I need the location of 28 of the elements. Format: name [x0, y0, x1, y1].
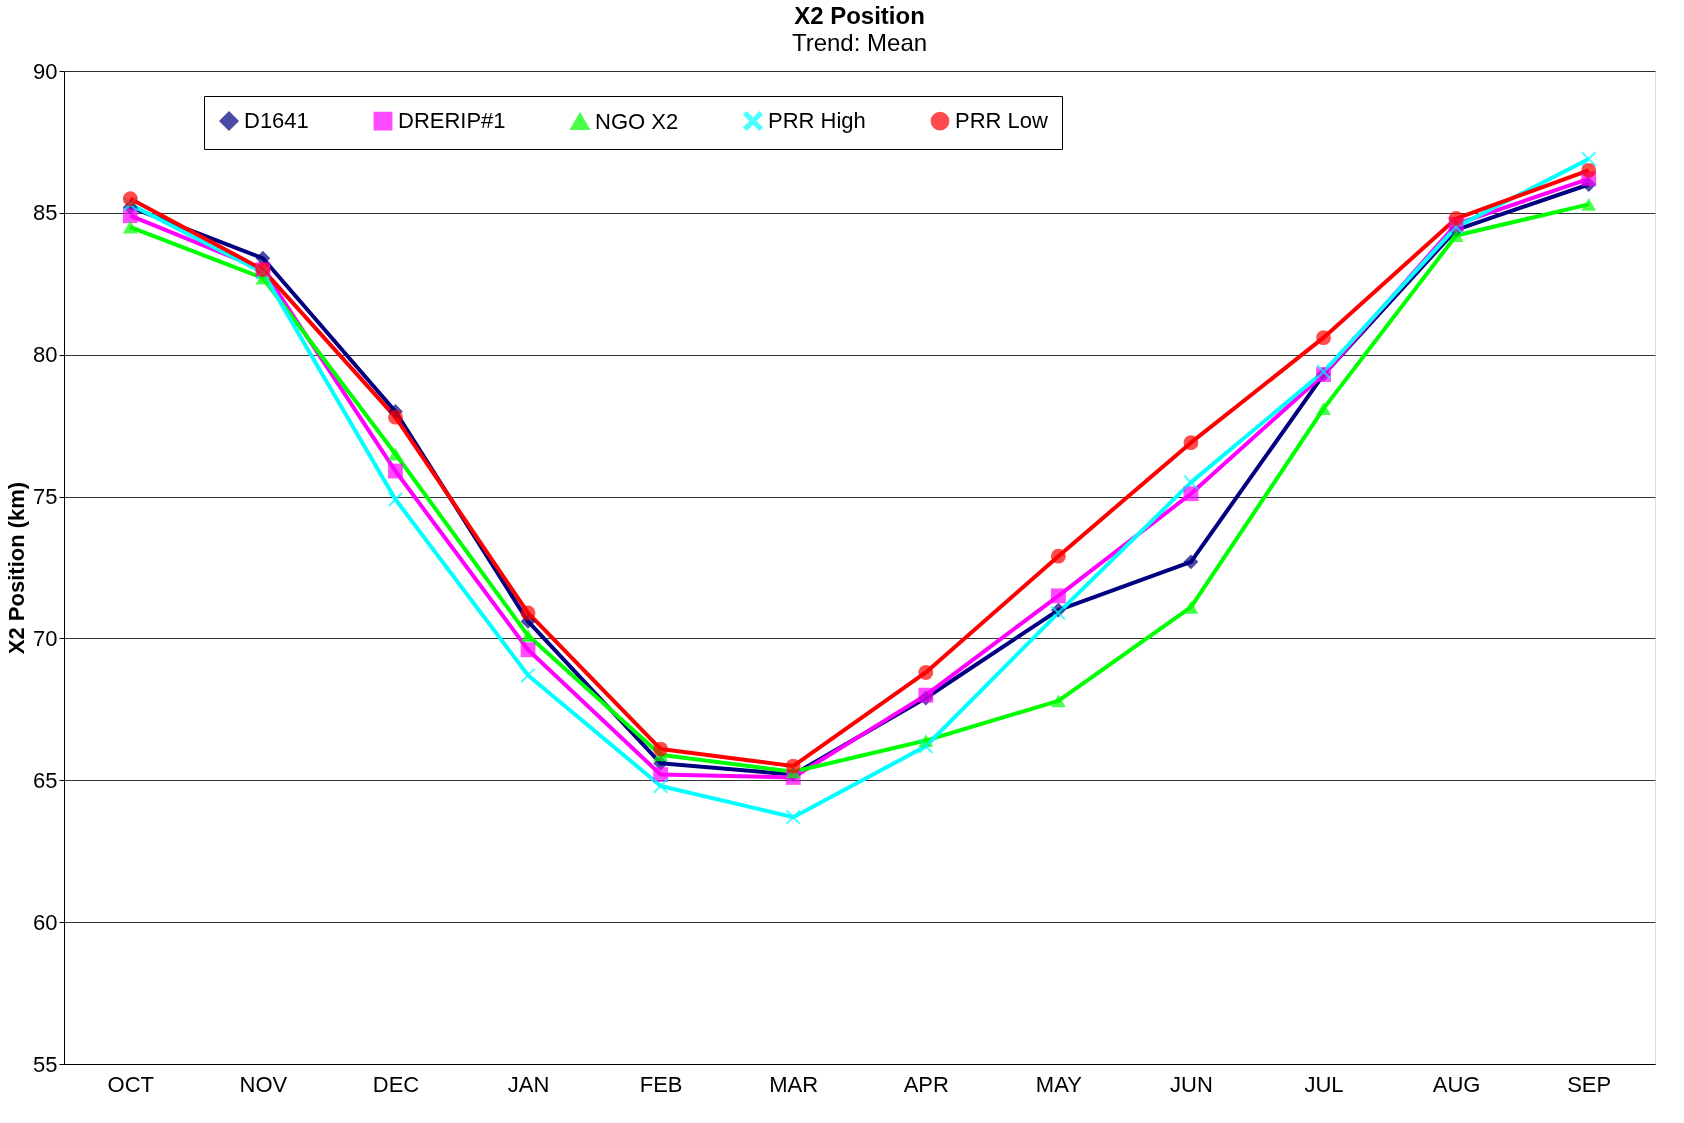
x-tick-label: MAR: [769, 1071, 819, 1097]
y-tick-label: 90: [33, 58, 58, 84]
legend-label: PRR Low: [955, 108, 1049, 134]
x-tick-label: JUL: [1304, 1071, 1344, 1097]
y-tick-label: 65: [33, 767, 58, 793]
y-tick-label: 60: [33, 909, 58, 935]
x-tick-label: SEP: [1567, 1071, 1612, 1097]
legend-label: DRERIP#1: [398, 108, 506, 134]
chart-subtitle: Trend: Mean: [791, 29, 928, 56]
x-tick-label: AUG: [1432, 1071, 1481, 1097]
x-tick-label: FEB: [639, 1071, 683, 1097]
chart-title: X2 Position: [794, 2, 925, 29]
y-tick-label: 80: [33, 342, 58, 368]
x-tick-label: JAN: [507, 1071, 550, 1097]
x-tick-label: JUN: [1170, 1071, 1213, 1097]
y-tick-label: 55: [33, 1051, 58, 1077]
legend-label: NGO X2: [595, 108, 679, 134]
x-tick-label: DEC: [372, 1071, 420, 1097]
legend-label: PRR High: [768, 108, 866, 134]
x-tick-label: MAY: [1035, 1071, 1083, 1097]
x-tick-label: NOV: [239, 1071, 288, 1097]
legend-label: D1641: [244, 108, 309, 134]
x-tick-label: OCT: [107, 1071, 155, 1097]
y-axis-title: X2 Position (km): [4, 481, 30, 655]
y-tick-label: 75: [33, 484, 58, 510]
y-tick-label: 85: [33, 200, 58, 226]
y-tick-label: 70: [33, 625, 58, 651]
x-tick-label: APR: [903, 1071, 949, 1097]
